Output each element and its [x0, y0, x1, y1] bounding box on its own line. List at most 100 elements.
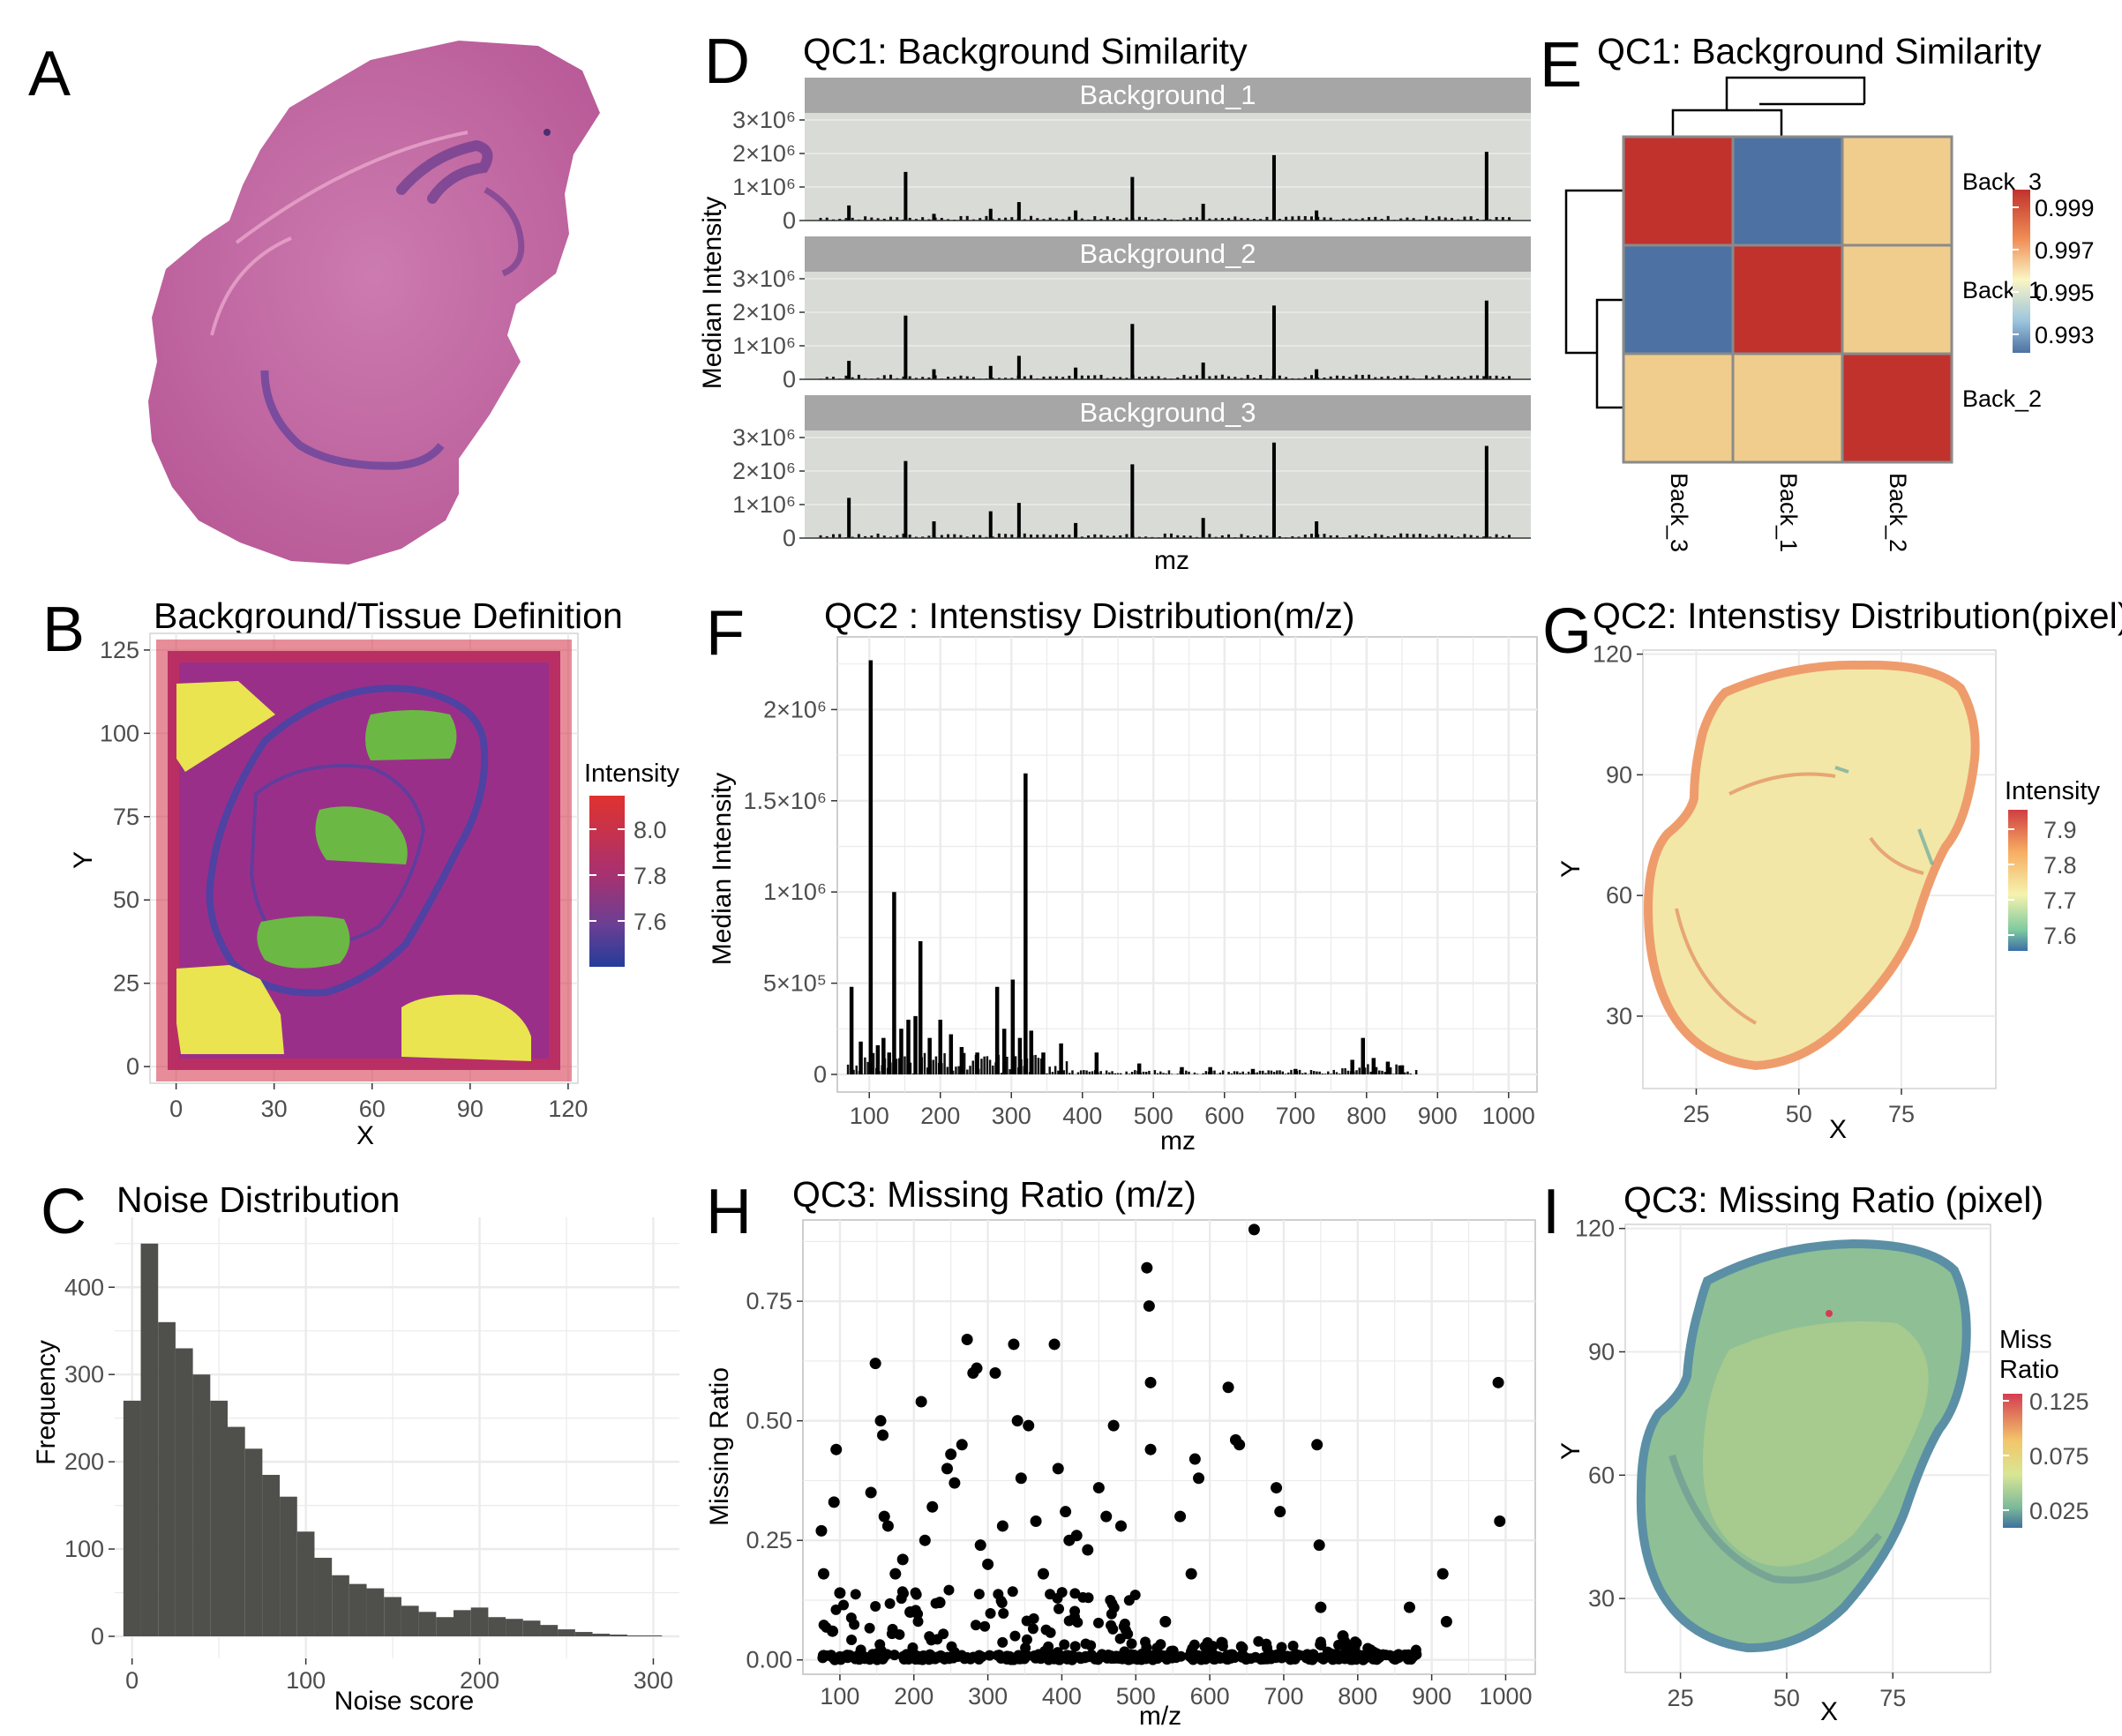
scatter-point-dense-h: [1245, 1653, 1256, 1665]
facet-strip-1: [805, 78, 1531, 113]
scatter-point-dense-h: [1308, 1651, 1319, 1663]
facet-ytick-label-2-2: 2×10⁶: [732, 299, 796, 326]
tissue-region-1: [365, 710, 457, 760]
scatter-point-dense-h: [1027, 1623, 1039, 1635]
plot-bg-h: [802, 1219, 1536, 1675]
legend-title-i-line1: Miss: [1999, 1326, 2052, 1354]
panel-label-a: A: [28, 39, 71, 109]
xtick-label-8-0: 25: [1668, 1685, 1694, 1711]
heat-cell-2-2: [1841, 352, 1953, 464]
scatter-point-dense-h: [943, 1584, 955, 1596]
scatter-point-h-44: [1107, 1419, 1120, 1432]
tissue-hotspot-i: [1826, 1310, 1833, 1317]
axes-c: 0 100 200 300 0 100 200 300 400: [64, 1274, 673, 1694]
scatter-point-h-7: [874, 1415, 887, 1427]
legend-label-g-0: 7.9: [2043, 817, 2077, 843]
legend-label-b-2: 7.6: [634, 909, 667, 935]
panel-g: G QC2: Intenstisy Distribution(pixel) 25…: [1542, 595, 2122, 1144]
xtick-label-c-3: 300: [634, 1667, 673, 1694]
scatter-point-dense-h: [1283, 1650, 1294, 1662]
panel-h: H QC3: Missing Ratio (m/z) 100 200 300 400 5…: [705, 1174, 1536, 1731]
tissue-map-inner-i: [1703, 1321, 1929, 1567]
xtick-label-3-4: 120: [548, 1096, 588, 1122]
scatter-point-dense-h: [1316, 1639, 1327, 1650]
scatter-point-h-63: [1315, 1601, 1327, 1613]
scatter-point-dense-h: [1092, 1654, 1104, 1665]
axes-i: 25 50 75 30 60 90 120: [1575, 1216, 1906, 1711]
histogram-bar-c-28: [610, 1635, 627, 1636]
xtick-label-f-1: 200: [920, 1103, 960, 1129]
scatter-point-h-69: [1494, 1515, 1506, 1528]
legend-label-b-0: 8.0: [634, 817, 667, 843]
x-axis-label-b: X: [356, 1121, 374, 1150]
ytick-label-c-2: 200: [64, 1448, 104, 1475]
chart-title-c: Noise Distribution: [116, 1179, 400, 1220]
y-axis-label-h: Missing Ratio: [705, 1367, 734, 1526]
ytick-label-5-3: 120: [1593, 641, 1632, 668]
scatter-point-h-43: [1100, 1510, 1113, 1523]
scatter-point-h-9: [878, 1510, 890, 1523]
scatter-point-dense-h: [1341, 1645, 1353, 1657]
scatter-point-dense-h: [1056, 1587, 1068, 1598]
xtick-label-h-4: 500: [1116, 1683, 1156, 1710]
legend-label-g-2: 7.7: [2043, 887, 2077, 914]
histogram-bar-c-20: [470, 1607, 489, 1636]
scatter-point-dense-h: [1126, 1638, 1137, 1650]
facet-ytick-label-2-0: 0: [783, 366, 796, 393]
chart-title-e: QC1: Background Similarity: [1597, 31, 2042, 71]
panel-a: A: [28, 39, 600, 565]
histogram-bar-c-24: [540, 1625, 559, 1636]
xtick-label-h-3: 400: [1042, 1683, 1082, 1710]
scatter-point-h-50: [1159, 1615, 1172, 1628]
facet-ytick-label-1-2: 2×10⁶: [732, 140, 796, 167]
ytick-label-f-1: 5×10⁵: [763, 970, 827, 997]
xtick-label-c-1: 100: [286, 1667, 326, 1694]
facet-ytick-label-2-3: 3×10⁶: [732, 266, 796, 292]
y-axis-label-b: Y: [69, 851, 98, 869]
xtick-label-8-2: 75: [1879, 1685, 1906, 1711]
scatter-point-dense-h: [1085, 1640, 1097, 1651]
legend-label-g-3: 7.6: [2043, 923, 2077, 949]
legend-label-e-2: 0.995: [2035, 280, 2095, 306]
histogram-bar-c-4: [192, 1374, 211, 1636]
scatter-point-dense-h: [1151, 1642, 1163, 1654]
scatter-point-h-33: [1023, 1419, 1035, 1432]
legend-colorbar-b: [589, 796, 625, 967]
axes-b: 0 30 60 90 120 0 25 50 75 100 125: [100, 637, 588, 1122]
scatter-point-dense-h: [985, 1608, 996, 1620]
facet-ytick-label-3-3: 3×10⁶: [732, 424, 796, 451]
scatter-point-h-1: [817, 1568, 829, 1580]
scatter-point-dense-h: [1059, 1639, 1070, 1650]
panel-b: B Background/Tissue Definition 0 30 60 90 12…: [42, 595, 679, 1150]
scatter-point-dense-h: [1217, 1637, 1228, 1649]
histogram-bar-c-11: [314, 1557, 333, 1636]
plot-body-b: [156, 640, 572, 1081]
heat-cell-0-2: [1841, 135, 1953, 247]
histogram-bar-c-7: [244, 1448, 263, 1636]
scatter-point-dense-h: [1260, 1652, 1271, 1664]
scatter-point-h-6: [869, 1358, 881, 1370]
scatter-point-h-21: [949, 1477, 961, 1489]
scatter-point-h-37: [1052, 1463, 1064, 1475]
xtick-label-3-2: 60: [359, 1096, 386, 1122]
scatter-point-h-17: [926, 1500, 939, 1513]
legend-title-i-line2: Ratio: [1999, 1356, 2059, 1384]
scatter-point-h-8: [877, 1429, 889, 1441]
scatter-point-dense-h: [926, 1635, 937, 1646]
scatter-point-dense-h: [1020, 1642, 1031, 1654]
scatter-point-dense-h: [910, 1650, 921, 1661]
scatter-point-dense-h: [850, 1589, 861, 1600]
scatter-point-h-19: [941, 1463, 953, 1475]
scatter-point-dense-h: [1114, 1633, 1126, 1644]
ytick-label-h-1: 0.25: [746, 1527, 792, 1553]
ytick-label-3-1: 25: [113, 970, 139, 997]
histogram-bar-c-6: [228, 1426, 245, 1636]
legend-colorbar-g: [2008, 810, 2028, 951]
histogram-bar-c-5: [210, 1400, 228, 1636]
scatter-point-dense-h: [1008, 1654, 1019, 1665]
histogram-bar-c-1: [140, 1243, 159, 1636]
xtick-label-5-2: 75: [1888, 1101, 1915, 1127]
ytick-label-f-4: 2×10⁶: [763, 696, 827, 722]
y-axis-label-f: Median Intensity: [708, 773, 737, 965]
scatter-points-h: [815, 1223, 1506, 1665]
